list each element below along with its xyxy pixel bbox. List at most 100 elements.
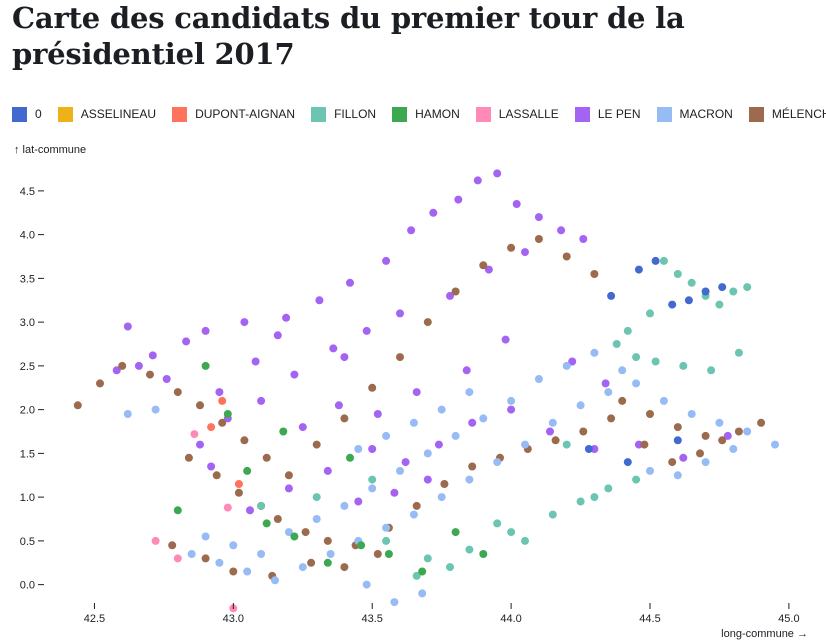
scatter-point bbox=[673, 423, 682, 432]
scatter-point bbox=[240, 318, 249, 327]
scatter-point bbox=[612, 340, 621, 348]
x-tick-label: 45.0 bbox=[778, 613, 799, 625]
scatter-point bbox=[423, 318, 432, 327]
scatter-point bbox=[354, 497, 363, 506]
scatter-point bbox=[493, 169, 502, 178]
legend-item: DUPONT-AIGNAN bbox=[172, 106, 295, 122]
scatter-point bbox=[418, 589, 427, 598]
scatter-point bbox=[273, 515, 282, 523]
legend-item: MÉLENCHON bbox=[748, 106, 826, 122]
scatter-point bbox=[412, 501, 421, 510]
scatter-point bbox=[323, 558, 332, 567]
scatter-point bbox=[668, 300, 677, 309]
scatter-point bbox=[323, 536, 332, 545]
scatter-point bbox=[668, 458, 677, 467]
scatter-point bbox=[340, 563, 349, 572]
scatter-point bbox=[465, 388, 474, 397]
scatter-point bbox=[173, 506, 182, 515]
scatter-point bbox=[701, 431, 710, 440]
scatter-point bbox=[373, 550, 382, 558]
scatter-point bbox=[723, 431, 732, 440]
scatter-point bbox=[673, 471, 682, 480]
scatter-point bbox=[284, 484, 293, 493]
scatter-point bbox=[576, 497, 585, 506]
scatter-point bbox=[207, 462, 216, 471]
legend-swatch bbox=[392, 106, 408, 122]
scatter-point bbox=[468, 418, 477, 427]
legend-item: FILLON bbox=[311, 106, 377, 122]
scatter-point bbox=[734, 348, 743, 357]
scatter-point bbox=[451, 287, 460, 296]
scatter-point bbox=[173, 554, 182, 563]
scatter-point bbox=[423, 449, 432, 458]
scatter-point bbox=[707, 366, 716, 375]
y-tick-label: 4.5 bbox=[20, 186, 35, 198]
scatter-point bbox=[234, 480, 243, 488]
scatter-point bbox=[246, 506, 254, 515]
y-tick-label: 3.0 bbox=[20, 317, 35, 329]
y-tick-label: 4.0 bbox=[20, 230, 35, 242]
y-axis-label: ↑ lat-commune bbox=[14, 144, 86, 156]
scatter-point bbox=[534, 213, 543, 222]
scatter-point bbox=[357, 541, 366, 550]
scatter-point bbox=[223, 503, 232, 512]
scatter-point bbox=[201, 532, 210, 541]
legend-item: HAMON bbox=[392, 106, 460, 122]
legend-label: FILLON bbox=[334, 107, 377, 121]
scatter-point bbox=[240, 436, 249, 445]
scatter-point bbox=[257, 501, 266, 510]
scatter-point bbox=[346, 278, 354, 287]
scatter-point bbox=[501, 335, 510, 344]
scatter-point bbox=[123, 410, 132, 418]
y-tick-label: 2.5 bbox=[20, 361, 35, 373]
scatter-point bbox=[521, 248, 529, 257]
scatter-point bbox=[329, 344, 338, 353]
scatter-point bbox=[632, 353, 641, 362]
scatter-point bbox=[632, 379, 641, 388]
scatter-point bbox=[576, 401, 585, 410]
scatter-point bbox=[618, 396, 627, 405]
scatter-point bbox=[701, 287, 710, 296]
scatter-point bbox=[734, 427, 743, 436]
scatter-point bbox=[96, 379, 104, 388]
scatter-point bbox=[423, 475, 432, 484]
scatter-point bbox=[368, 383, 377, 392]
legend-swatch bbox=[656, 106, 672, 122]
scatter-point bbox=[362, 580, 371, 589]
scatter-point bbox=[715, 418, 724, 427]
scatter-point bbox=[215, 388, 224, 397]
scatter-point bbox=[601, 379, 610, 388]
scatter-point bbox=[409, 510, 418, 519]
scatter-point bbox=[312, 515, 321, 523]
scatter-point bbox=[659, 256, 668, 265]
y-tick-label: 1.0 bbox=[20, 492, 35, 504]
scatter-point bbox=[396, 309, 404, 318]
scatter-point bbox=[718, 436, 727, 445]
scatter-point bbox=[284, 471, 293, 480]
scatter-point bbox=[771, 440, 779, 449]
scatter-point bbox=[468, 462, 477, 471]
x-tick-label: 43.0 bbox=[223, 613, 244, 625]
scatter-point bbox=[618, 366, 627, 375]
x-axis-label: long-commune → bbox=[721, 628, 808, 640]
scatter-point bbox=[437, 493, 446, 502]
scatter-point bbox=[607, 414, 616, 423]
scatter-point bbox=[646, 410, 654, 418]
scatter-point bbox=[382, 431, 391, 440]
scatter-point bbox=[334, 401, 343, 410]
scatter-point bbox=[551, 436, 560, 445]
x-axis: 42.5 43.0 43.5 44.0 44.5 45.0 bbox=[84, 603, 800, 625]
scatter-point bbox=[462, 366, 471, 375]
scatter-point bbox=[382, 536, 391, 545]
scatter-point bbox=[271, 576, 279, 585]
chart-legend: 0 ASSELINEAU DUPONT-AIGNAN FILLON HAMON LASSA… bbox=[12, 104, 826, 124]
scatter-point bbox=[312, 440, 321, 449]
scatter-point bbox=[687, 278, 696, 287]
scatter-point bbox=[479, 550, 488, 558]
scatter-point bbox=[354, 445, 363, 453]
scatter-point bbox=[684, 296, 693, 305]
scatter-point bbox=[390, 598, 399, 607]
scatter-point bbox=[273, 331, 282, 340]
